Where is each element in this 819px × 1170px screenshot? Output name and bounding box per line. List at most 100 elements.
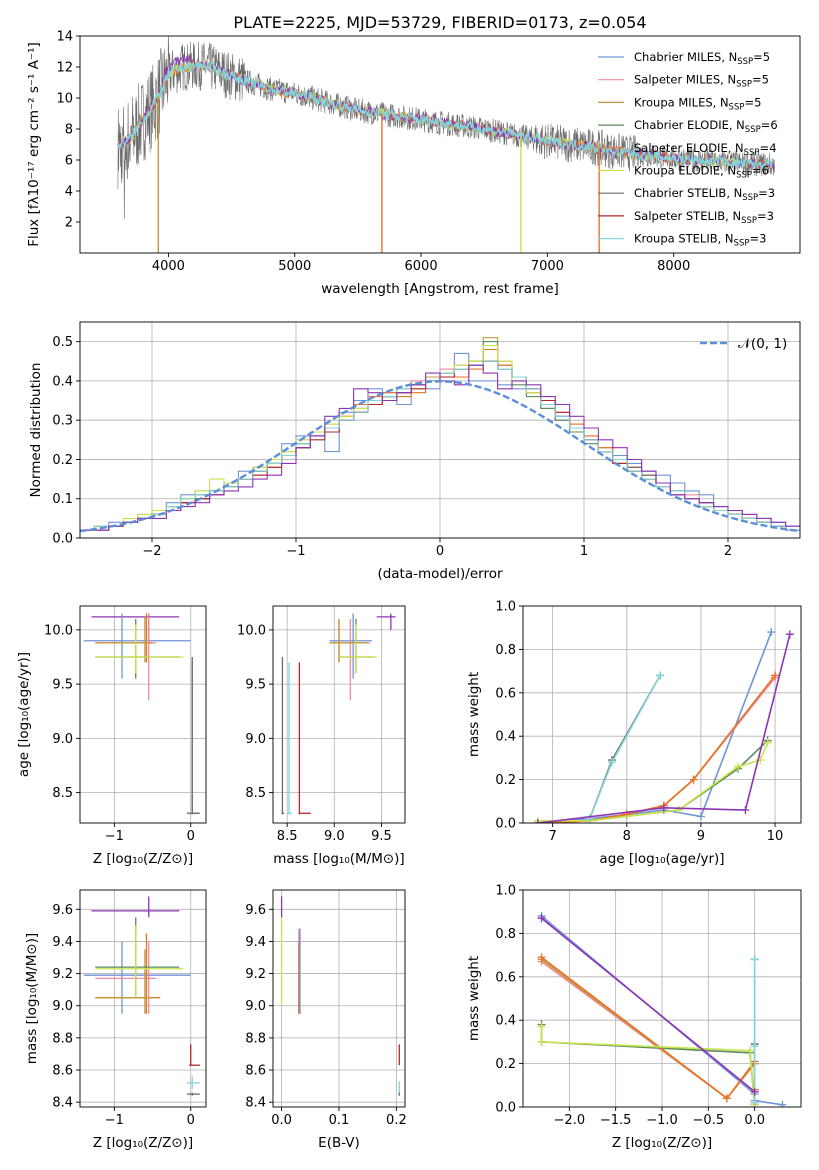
weight-marker xyxy=(750,1098,759,1107)
panel-2: −1 0 8.5 9.0 9.5 10.0 Z [log₁₀(Z/Z⊙)] age [log₁… xyxy=(16,605,207,867)
y-axis-label: age [log₁₀(age/yr)] xyxy=(16,652,32,777)
axes-frame xyxy=(522,605,802,824)
y-tick-label: 9.4 xyxy=(52,935,73,950)
plot-area xyxy=(117,36,775,253)
plot-area xyxy=(537,912,787,1107)
x-tick-label: 6000 xyxy=(405,259,438,274)
y-tick-label: 8.8 xyxy=(245,1031,266,1046)
weight-marker xyxy=(778,1100,787,1107)
x-tick-label: −1 xyxy=(105,1113,124,1128)
y-tick-label: 0.2 xyxy=(52,453,73,468)
y-tick-label: 0.3 xyxy=(52,414,73,429)
x-tick-label: −2.0 xyxy=(554,1113,586,1128)
x-tick-label: 0.0 xyxy=(271,1113,292,1128)
y-tick-label: 9.0 xyxy=(52,999,73,1014)
weight-series xyxy=(537,674,776,823)
weight-series xyxy=(588,675,661,819)
weight-series xyxy=(537,742,769,822)
x-tick-label: 10 xyxy=(767,829,784,844)
panel-0: 4000 5000 6000 7000 8000 2 4 6 8 10 12 14 PLATE=2225… xyxy=(26,13,801,297)
weight-marker xyxy=(741,805,750,814)
weight-series xyxy=(537,674,776,823)
x-tick-label: −2 xyxy=(142,544,161,559)
legend-entry: Chabrier ELODIE, NSSP=6 xyxy=(634,118,778,135)
y-tick-label: 9.2 xyxy=(245,967,266,982)
weight-marker xyxy=(537,1037,546,1046)
y-tick-label: 1.0 xyxy=(495,600,516,615)
weight-series xyxy=(537,677,776,823)
x-tick-label: −0.5 xyxy=(693,1113,725,1128)
weight-marker xyxy=(656,671,665,680)
y-tick-label: 1.0 xyxy=(495,884,516,899)
y-tick-label: 6 xyxy=(65,154,73,169)
axes-frame xyxy=(79,889,207,1108)
y-tick-label: 9.0 xyxy=(245,999,266,1014)
plot-area xyxy=(83,613,200,815)
y-tick-label: 9.5 xyxy=(52,678,73,693)
y-tick-label: 14 xyxy=(56,30,73,45)
x-axis-label: wavelength [Angstrom, rest frame] xyxy=(321,281,559,297)
x-tick-label: 9.0 xyxy=(324,829,345,844)
weight-marker xyxy=(763,738,772,747)
x-axis-label: mass [log₁₀(M/M⊙)] xyxy=(273,851,404,867)
weight-series xyxy=(540,917,756,1093)
plot-area xyxy=(281,613,396,815)
x-tick-label: 7 xyxy=(549,829,557,844)
x-tick-label: 0 xyxy=(187,1113,195,1128)
weight-series xyxy=(540,1026,756,1105)
x-tick-label: 0.2 xyxy=(386,1113,407,1128)
plot-area xyxy=(83,896,200,1096)
legend: Chabrier MILES, NSSP=5 Salpeter MILES, NS… xyxy=(598,50,778,249)
gaussian-curve xyxy=(80,380,800,533)
weight-marker xyxy=(659,803,668,812)
y-tick-label: 0.1 xyxy=(52,492,73,507)
panel-3: 8.5 9.0 9.5 8.5 9.0 9.5 10.0 mass [log₁₀(M/M⊙)] xyxy=(237,605,406,867)
y-tick-label: 8.5 xyxy=(52,786,73,801)
legend-entry: Chabrier STELIB, NSSP=3 xyxy=(634,186,775,203)
y-tick-label: 0.4 xyxy=(495,730,516,745)
y-tick-label: 12 xyxy=(56,61,73,76)
y-tick-label: 9.5 xyxy=(245,678,266,693)
legend-entry: Kroupa ELODIE, NSSP=6 xyxy=(634,164,769,181)
y-tick-label: 0.8 xyxy=(495,927,516,942)
y-tick-label: 10 xyxy=(56,92,73,107)
plot-area xyxy=(280,896,400,1096)
y-tick-label: 0.6 xyxy=(495,970,516,985)
y-tick-label: 9.2 xyxy=(52,967,73,982)
y-tick-label: 0.8 xyxy=(495,643,516,658)
weight-marker xyxy=(689,775,698,784)
weight-marker xyxy=(767,628,776,637)
weight-marker xyxy=(674,805,683,814)
weight-marker xyxy=(696,812,705,821)
x-tick-label: 9 xyxy=(697,829,705,844)
panel-1: −2 −1 0 1 2 0.0 0.1 0.2 0.3 0.4 0.5 (data-model)/er… xyxy=(28,321,801,582)
y-axis-label: Normed distribution xyxy=(28,363,44,498)
y-tick-label: 0.4 xyxy=(495,1014,516,1029)
weight-series xyxy=(537,631,773,823)
weight-marker xyxy=(733,762,742,771)
legend-entry: Chabrier MILES, NSSP=5 xyxy=(634,50,770,67)
x-axis-label: Z [log₁₀(Z/Z⊙)] xyxy=(93,851,193,867)
plot-area xyxy=(80,337,800,533)
x-tick-label: 9.5 xyxy=(371,829,392,844)
panel-7: −2.0 −1.5 −1.0 −0.5 0.0 0.0 0.2 0.4 0.6 0.8 1.0 Z [… xyxy=(466,884,802,1151)
y-tick-label: 9.6 xyxy=(245,903,266,918)
y-tick-label: 9.6 xyxy=(52,903,73,918)
weight-marker xyxy=(722,1094,731,1103)
weight-marker xyxy=(607,758,616,767)
y-tick-label: 0.6 xyxy=(495,686,516,701)
y-tick-label: 0.0 xyxy=(495,1101,516,1116)
axes-frame xyxy=(79,605,207,824)
weight-series xyxy=(588,675,661,819)
x-tick-label: −1.5 xyxy=(600,1113,632,1128)
weight-marker xyxy=(785,630,794,639)
legend-entry: Salpeter MILES, NSSP=5 xyxy=(634,73,769,90)
y-tick-label: 9.0 xyxy=(52,732,73,747)
x-tick-label: −1.0 xyxy=(646,1113,678,1128)
weight-series xyxy=(537,634,791,823)
x-axis-label: (data-model)/error xyxy=(377,566,503,582)
plot-area xyxy=(533,628,794,823)
weight-marker xyxy=(750,1087,759,1096)
y-axis-label: Flux [fλ10⁻¹⁷ erg cm⁻² s⁻¹ A⁻¹] xyxy=(26,42,42,247)
weight-marker xyxy=(746,1046,755,1055)
